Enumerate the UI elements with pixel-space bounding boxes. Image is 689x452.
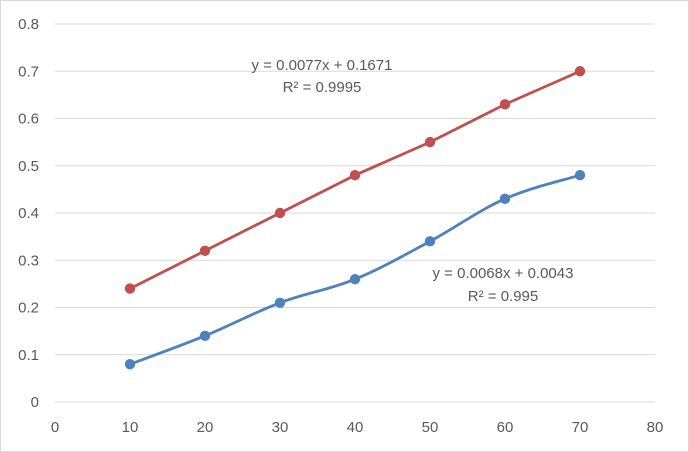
x-tick-label: 20 xyxy=(197,419,214,436)
y-tick-label: 0.5 xyxy=(18,158,39,175)
series-1-point xyxy=(349,170,361,181)
series-2-equation: y = 0.0068x + 0.0043 xyxy=(433,265,574,282)
trendline-annotations: y = 0.0077x + 0.1671 R² = 0.9995 y = 0.0… xyxy=(252,57,574,305)
series-layer xyxy=(124,66,586,370)
y-tick-label: 0.4 xyxy=(18,205,39,222)
series-1-equation: y = 0.0077x + 0.1671 xyxy=(252,57,393,74)
series-2-point xyxy=(499,193,511,205)
series-2-point xyxy=(199,330,211,342)
y-tick-label: 0.3 xyxy=(18,252,39,269)
x-tick-label: 50 xyxy=(422,419,439,436)
y-axis-tick-labels: 0 0.1 0.2 0.3 0.4 0.5 0.6 0.7 0.8 xyxy=(18,16,39,411)
y-tick-label: 0 xyxy=(31,394,39,411)
x-tick-label: 40 xyxy=(347,419,364,436)
series-2-point xyxy=(274,297,286,308)
series-1-point xyxy=(424,136,436,148)
x-tick-label: 60 xyxy=(497,419,514,436)
x-tick-label: 70 xyxy=(572,419,589,436)
y-tick-label: 0.6 xyxy=(18,111,39,128)
x-tick-label: 30 xyxy=(272,419,289,436)
x-axis-tick-labels: 0 10 20 30 40 50 60 70 80 xyxy=(51,419,664,436)
series-2-point xyxy=(574,170,586,181)
series-1-point xyxy=(274,207,286,219)
y-tick-label: 0.7 xyxy=(18,63,39,80)
x-tick-label: 0 xyxy=(51,419,59,436)
series-1-point xyxy=(199,245,211,256)
series-2-point xyxy=(124,359,136,370)
series-2-point xyxy=(349,273,361,285)
x-tick-label: 80 xyxy=(647,419,664,436)
series-1-point xyxy=(574,66,586,77)
series-2-r-squared: R² = 0.995 xyxy=(468,288,538,305)
y-tick-label: 0.2 xyxy=(18,300,39,317)
series-2-point xyxy=(424,236,436,247)
x-tick-label: 10 xyxy=(122,419,139,436)
y-tick-label: 0.1 xyxy=(18,347,39,364)
series-1-point xyxy=(124,283,136,294)
series-1-point xyxy=(499,99,511,110)
series-1-r-squared: R² = 0.9995 xyxy=(283,79,362,96)
y-tick-label: 0.8 xyxy=(18,16,39,33)
